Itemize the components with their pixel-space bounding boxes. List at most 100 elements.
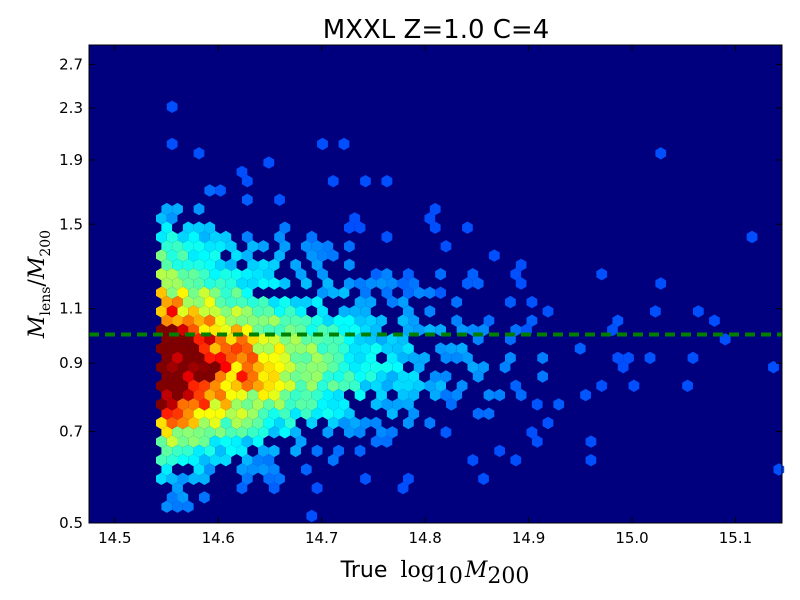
hexbin-cell bbox=[172, 202, 183, 216]
hexbin-cell bbox=[182, 277, 194, 290]
hexbin-cell bbox=[360, 286, 371, 299]
hexbin-cell bbox=[220, 416, 232, 430]
hexbin-cell bbox=[177, 286, 189, 299]
hexbin-cell bbox=[311, 314, 323, 327]
hexbin-cell bbox=[215, 184, 226, 197]
hexbin-cell bbox=[199, 472, 210, 485]
hexbin-cell bbox=[279, 314, 291, 327]
hexbin-cell bbox=[258, 426, 269, 439]
hexbin-cell bbox=[365, 277, 377, 290]
hexbin-cell bbox=[403, 286, 414, 299]
hexbin-cell bbox=[188, 230, 199, 244]
hexbin-cell bbox=[268, 277, 280, 290]
hexbin-cell bbox=[349, 305, 361, 318]
hexbin-cell bbox=[182, 258, 194, 272]
hexbin-cell bbox=[290, 258, 301, 272]
hexbin-cell bbox=[156, 398, 167, 411]
hexbin-cell bbox=[199, 435, 210, 448]
hexbin-cell bbox=[354, 444, 366, 458]
hexbin-cell bbox=[349, 212, 361, 225]
hexbin-cell bbox=[322, 426, 334, 439]
hexbin-cell bbox=[172, 500, 183, 513]
chart-title: MXXL Z=1.0 C=4 bbox=[323, 15, 550, 45]
hexbin-cell bbox=[241, 361, 253, 374]
hexbin-cell bbox=[424, 305, 436, 318]
x-axis-label-math: log bbox=[400, 558, 434, 583]
hexbin-cell bbox=[290, 370, 301, 383]
hexbin-cell bbox=[392, 398, 403, 411]
hexbin-cell bbox=[306, 361, 318, 374]
hexbin-cell bbox=[263, 379, 275, 392]
x-tick-label: 14.9 bbox=[512, 529, 545, 547]
hexbin-cell bbox=[225, 314, 237, 327]
hexbin-cell bbox=[537, 370, 548, 383]
hexbin-cell bbox=[252, 305, 264, 318]
hexbin-cell bbox=[161, 295, 173, 309]
hexbin-cell bbox=[182, 426, 194, 439]
hexbin-cell bbox=[327, 361, 339, 374]
hexbin-cell bbox=[451, 351, 463, 365]
hexbin-cell bbox=[263, 398, 275, 411]
plot-frame bbox=[88, 44, 783, 524]
hexbin-cell bbox=[693, 305, 704, 318]
hexbin-cell bbox=[687, 351, 699, 365]
hexbin-cell bbox=[241, 398, 253, 411]
hexbin-cell bbox=[247, 351, 259, 365]
hexbin-cell bbox=[360, 416, 371, 430]
hexbin-cell bbox=[247, 370, 259, 383]
hexbin-cell bbox=[166, 416, 178, 430]
x-tick-label: 14.8 bbox=[408, 529, 441, 547]
hexbin-cell bbox=[199, 361, 210, 374]
hexbin-cell bbox=[349, 416, 361, 430]
hexbin-cell bbox=[193, 407, 205, 420]
hexbin-cell bbox=[290, 295, 301, 309]
hexbin-cell bbox=[290, 351, 301, 365]
hexbin-cell bbox=[193, 258, 205, 272]
hexbin-cell bbox=[370, 435, 382, 448]
hexbin-cell bbox=[279, 351, 291, 365]
x-axis-label-prefix: True bbox=[340, 558, 388, 583]
hexbin-cell bbox=[413, 361, 425, 374]
hexbin-cell bbox=[510, 379, 522, 392]
hexbin-cell bbox=[209, 268, 221, 281]
hexbin-cell bbox=[462, 277, 473, 290]
hexbin-cell bbox=[279, 295, 291, 309]
hexbin-cell bbox=[193, 147, 205, 160]
hexbin-cell bbox=[231, 268, 242, 281]
hexbin-cell bbox=[199, 286, 210, 299]
hexbin-cell bbox=[225, 277, 237, 290]
hexbin-cell bbox=[263, 268, 275, 281]
hexbin-cell bbox=[327, 286, 339, 299]
hexbin-cell bbox=[467, 268, 479, 281]
hexbin-cell bbox=[199, 416, 210, 430]
hexbin-cell bbox=[333, 370, 344, 383]
hexbin-cell bbox=[381, 175, 393, 188]
hexbin-cell bbox=[188, 454, 199, 467]
y-tick-label: 2.3 bbox=[59, 99, 83, 117]
hexbin-cell bbox=[172, 351, 183, 365]
hexbin-cell bbox=[370, 268, 382, 281]
hexbin-cell bbox=[236, 463, 248, 476]
hexbin-cell bbox=[301, 351, 312, 365]
hexbin-cell bbox=[279, 240, 291, 253]
hexbin-cell bbox=[268, 314, 280, 327]
hexbin-cell bbox=[354, 314, 366, 327]
hexbin-cell bbox=[161, 388, 173, 402]
hexbin-cell bbox=[225, 240, 237, 253]
hexbin-cell bbox=[344, 426, 355, 439]
hexbin-cell bbox=[204, 258, 216, 272]
hexbin-cell bbox=[290, 314, 301, 327]
hexbin-cell bbox=[419, 351, 430, 365]
hexbin-cell bbox=[446, 398, 457, 411]
y-tick-label: 0.5 bbox=[59, 514, 83, 532]
hexbin-cell bbox=[215, 240, 226, 253]
hexbin-cell bbox=[456, 379, 468, 392]
hexbin-cell bbox=[166, 342, 178, 355]
hexbin-cell bbox=[258, 407, 269, 420]
hexbin-cell bbox=[209, 305, 221, 318]
hexbin-cell bbox=[231, 379, 242, 392]
hexbin-cell bbox=[236, 444, 248, 458]
hexbin-cell bbox=[655, 147, 667, 160]
hexbin-cell bbox=[274, 398, 285, 411]
